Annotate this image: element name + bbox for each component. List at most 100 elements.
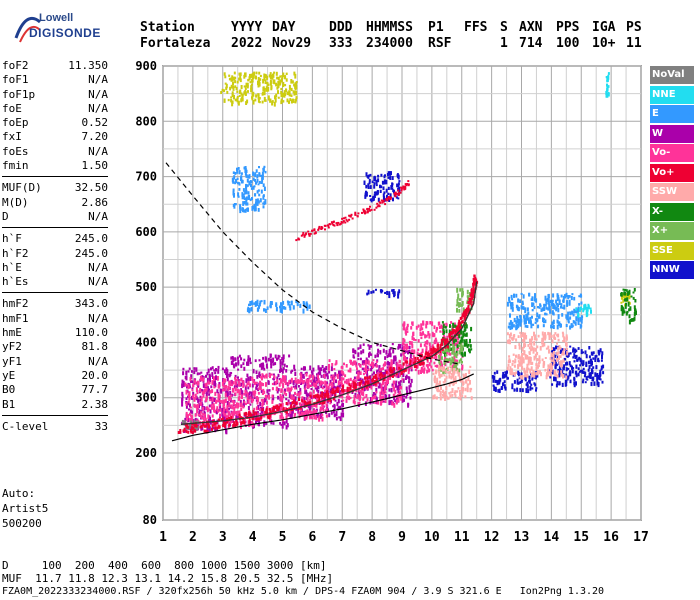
- echo-point: [292, 381, 295, 386]
- multihop-point: [344, 221, 347, 224]
- multihop-point: [404, 185, 407, 188]
- echo-point: [241, 394, 243, 399]
- echo-point: [363, 396, 366, 399]
- echo-point: [370, 353, 373, 356]
- echo-point: [388, 293, 391, 299]
- echo-point: [315, 376, 318, 380]
- echo-point: [592, 351, 595, 355]
- echo-point: [312, 389, 315, 394]
- echo-point: [258, 101, 261, 104]
- echo-point: [340, 379, 343, 384]
- multihop-point: [400, 189, 403, 192]
- trace-point: [346, 389, 349, 393]
- echo-point: [270, 358, 272, 362]
- echo-point: [230, 96, 233, 99]
- echo-point: [573, 353, 576, 357]
- echo-point: [352, 382, 355, 387]
- echo-point: [570, 323, 573, 327]
- echo-point: [565, 375, 568, 379]
- echo-point: [257, 200, 260, 204]
- echo-point: [442, 332, 445, 335]
- echo-point: [445, 353, 447, 357]
- echo-point: [437, 321, 440, 326]
- echo-point: [211, 400, 214, 405]
- echo-point: [601, 354, 603, 360]
- echo-point: [383, 400, 385, 403]
- echo-point: [530, 366, 533, 371]
- echo-point: [545, 299, 548, 304]
- echo-point: [263, 375, 266, 379]
- echo-point: [258, 387, 261, 390]
- echo-point: [632, 318, 635, 322]
- echo-point: [328, 383, 331, 387]
- echo-point: [309, 414, 312, 417]
- echo-point: [411, 321, 414, 325]
- echo-point: [252, 206, 255, 210]
- echo-point: [213, 398, 216, 403]
- echo-point: [275, 307, 278, 312]
- echo-point: [542, 320, 545, 324]
- echo-point: [289, 98, 292, 102]
- echo-point: [252, 390, 255, 396]
- echo-point: [392, 359, 395, 365]
- echo-point: [340, 371, 343, 377]
- echo-point: [281, 389, 284, 392]
- echo-point: [558, 366, 561, 370]
- echo-point: [379, 350, 382, 355]
- echo-point: [550, 362, 552, 366]
- echo-point: [288, 301, 291, 304]
- echo-point: [275, 304, 278, 307]
- echo-point: [234, 80, 237, 84]
- echo-point: [251, 383, 254, 388]
- echo-point: [526, 313, 529, 318]
- echo-point: [463, 342, 466, 347]
- header-label-ddd: DDD: [329, 20, 353, 35]
- echo-point: [508, 300, 511, 304]
- echo-point: [206, 371, 209, 376]
- echo-point: [386, 377, 389, 381]
- echo-point: [243, 393, 246, 396]
- echo-point: [566, 302, 569, 307]
- echo-point: [535, 367, 538, 371]
- echo-point: [214, 371, 217, 375]
- echo-point: [306, 379, 309, 384]
- echo-point: [253, 407, 256, 411]
- echo-point: [235, 414, 238, 419]
- trace-point: [193, 429, 196, 433]
- trace-point: [415, 365, 418, 368]
- echo-point: [219, 408, 222, 412]
- echo-point: [575, 310, 578, 314]
- echo-point: [257, 391, 260, 395]
- echo-point: [528, 380, 530, 383]
- echo-point: [439, 351, 442, 356]
- echo-point: [458, 333, 461, 339]
- echo-point: [345, 379, 348, 382]
- echo-point: [387, 353, 390, 357]
- echo-point: [569, 379, 572, 384]
- echo-point: [228, 386, 231, 390]
- echo-point: [267, 392, 270, 396]
- echo-point: [223, 369, 226, 374]
- echo-point: [243, 366, 246, 371]
- echo-point: [245, 82, 248, 88]
- echo-point: [229, 422, 232, 425]
- echo-point: [331, 393, 334, 397]
- param-row: hmF1 N/A: [2, 312, 108, 326]
- legend-item-sse: SSE: [650, 241, 694, 260]
- echo-point: [438, 325, 441, 329]
- echo-point: [341, 394, 344, 399]
- echo-point: [433, 394, 436, 400]
- echo-point: [580, 349, 583, 355]
- echo-point: [293, 364, 296, 370]
- echo-point: [323, 368, 326, 373]
- echo-point: [357, 375, 360, 380]
- echo-point: [571, 293, 574, 296]
- echo-point: [635, 310, 637, 315]
- echo-point: [255, 381, 258, 384]
- echo-point: [227, 425, 230, 429]
- echo-point: [290, 94, 293, 97]
- param-label: foEs: [2, 144, 29, 158]
- echo-point: [398, 359, 401, 363]
- multihop-point: [407, 184, 410, 187]
- trace-point: [332, 397, 335, 401]
